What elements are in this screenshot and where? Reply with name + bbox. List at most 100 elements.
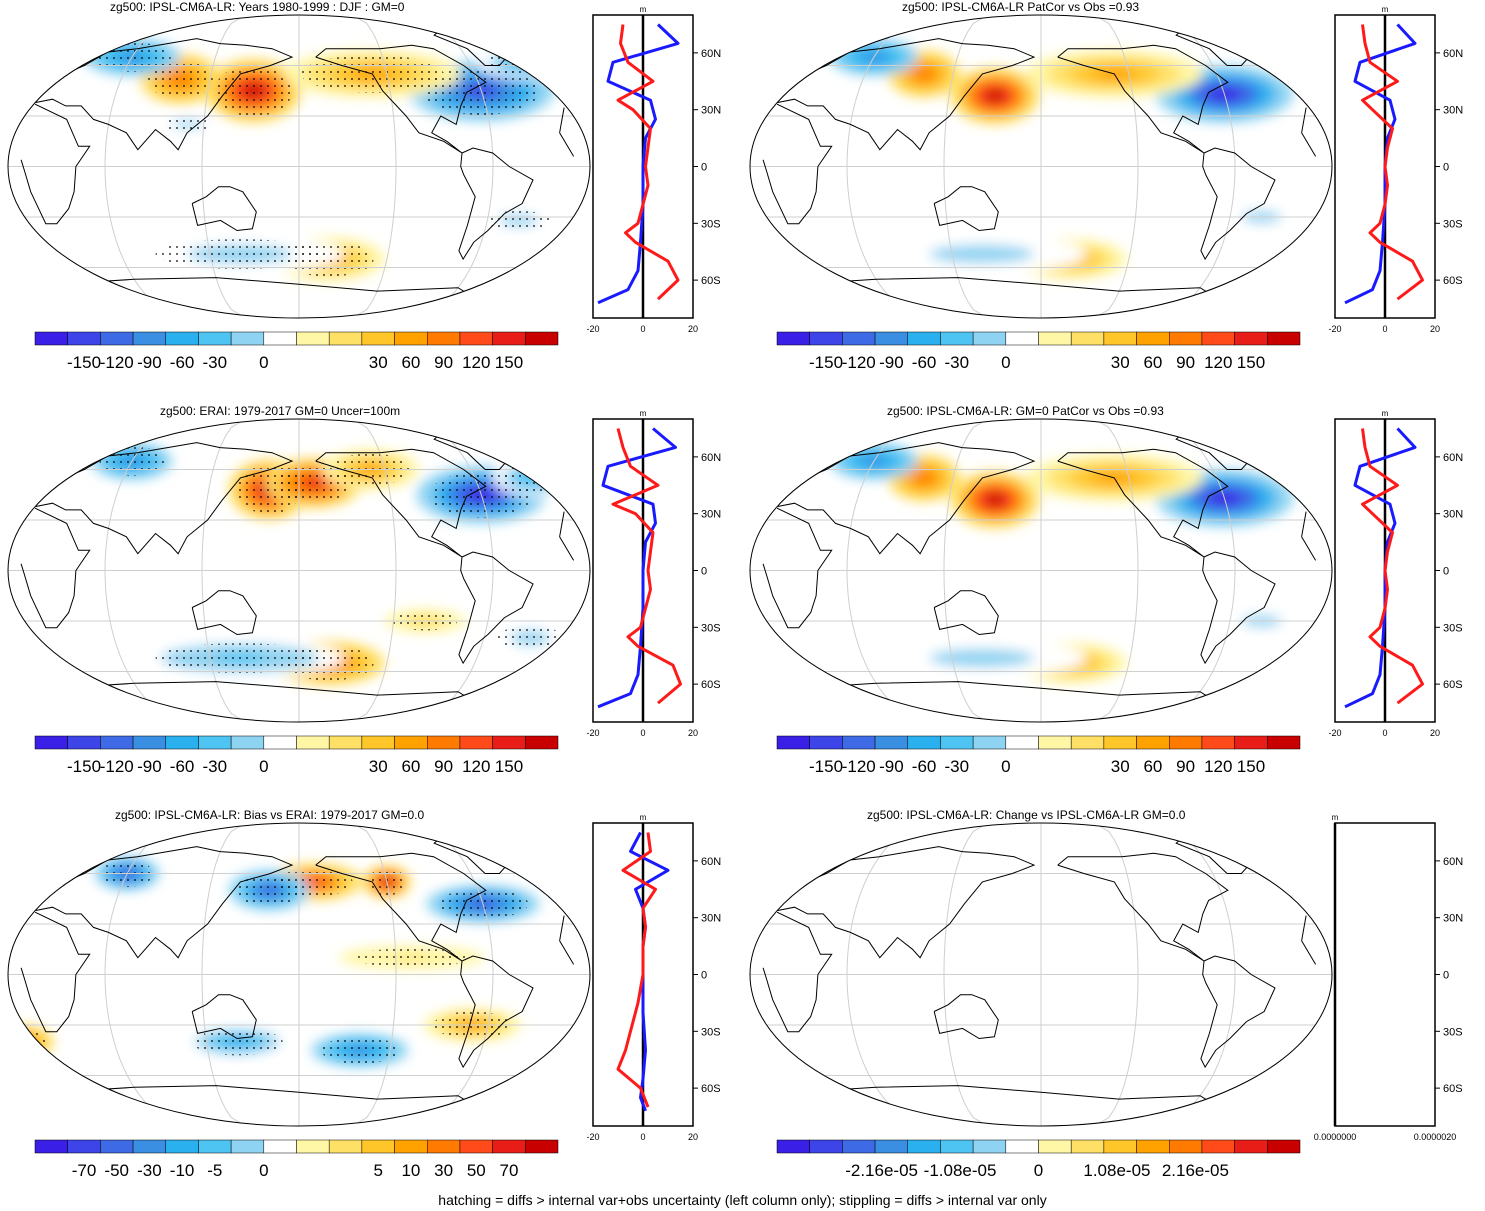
colorbar-swatch bbox=[907, 735, 941, 750]
colorbar-swatch bbox=[230, 1139, 265, 1154]
stipple-region bbox=[155, 643, 324, 673]
graticule-meridian bbox=[943, 823, 988, 1126]
colorbar-label: -60 bbox=[912, 353, 937, 372]
colorbar-label: 150 bbox=[495, 757, 523, 776]
colorbar-swatch bbox=[776, 331, 810, 346]
graticule-meridian bbox=[104, 15, 193, 318]
map-border bbox=[7, 14, 591, 319]
colorbar-swatch bbox=[67, 1139, 101, 1154]
colorbar-swatch bbox=[459, 735, 493, 750]
colorbar-swatch bbox=[1267, 735, 1301, 750]
stipple-region bbox=[155, 239, 324, 269]
colorbar-label: 150 bbox=[1237, 757, 1265, 776]
graticule-meridian bbox=[846, 419, 935, 722]
colorbar-swatch bbox=[427, 735, 461, 750]
colorbar-swatch bbox=[1103, 331, 1137, 346]
colorbar-swatch bbox=[132, 331, 166, 346]
profile-blue-line bbox=[1344, 427, 1417, 709]
profile-lat-label: 0 bbox=[701, 970, 707, 982]
colorbar-swatch bbox=[842, 331, 876, 346]
graticule-meridian bbox=[1147, 823, 1236, 1126]
panel-figure: m 60N 30N 0 30S 60S -20 0 20 -150-120 -90 -60 -30 0 30… bbox=[7, 5, 721, 372]
map-field bbox=[8, 15, 590, 318]
profile-x-label: -20 bbox=[586, 728, 599, 738]
colorbar-swatch bbox=[1201, 1139, 1235, 1154]
stipple-region bbox=[486, 210, 552, 230]
anomaly-contour bbox=[983, 492, 1007, 507]
colorbar-swatch bbox=[874, 331, 908, 346]
coastline bbox=[762, 911, 1317, 1033]
colorbar-swatch bbox=[459, 1139, 493, 1154]
profile-x-label: 20 bbox=[688, 1132, 698, 1142]
stipple-region bbox=[501, 463, 566, 493]
profile-lat-label: 60S bbox=[701, 1083, 721, 1095]
colorbar-swatch bbox=[1136, 1139, 1170, 1154]
coastline bbox=[315, 44, 487, 154]
colorbar-label: -2.16e-05 bbox=[845, 1161, 918, 1180]
colorbar-label: 0 bbox=[1034, 1161, 1043, 1180]
colorbar-swatch bbox=[525, 735, 559, 750]
panel-title: zg500: IPSL-CM6A-LR PatCor vs Obs =0.93 bbox=[902, 0, 1140, 14]
coastlines bbox=[20, 835, 575, 1107]
anomaly-contour bbox=[955, 249, 1008, 259]
map-field bbox=[750, 15, 1332, 318]
graticule-meridian bbox=[846, 823, 935, 1126]
colorbar-swatch bbox=[1267, 1139, 1301, 1154]
colorbar-swatch bbox=[1169, 331, 1203, 346]
colorbar-label: -120 bbox=[100, 757, 134, 776]
colorbar-swatch bbox=[525, 331, 559, 346]
colorbar-swatch bbox=[165, 1139, 199, 1154]
profile-red-line bbox=[1361, 24, 1424, 301]
colorbar-label: 70 bbox=[500, 1161, 519, 1180]
colorbar-label: 10 bbox=[401, 1161, 420, 1180]
colorbar-swatch bbox=[67, 735, 101, 750]
colorbar-swatch bbox=[907, 1139, 941, 1154]
colorbar-swatch bbox=[809, 1139, 843, 1154]
graticule-meridian bbox=[405, 15, 494, 318]
profile-frame bbox=[1334, 822, 1436, 1127]
profile-unit: m bbox=[640, 5, 647, 14]
profile-x-label: -20 bbox=[586, 324, 599, 334]
colorbar-swatch bbox=[34, 331, 68, 346]
colorbar-swatch bbox=[427, 331, 461, 346]
colorbar-swatch bbox=[809, 735, 843, 750]
panel-1: zg500: IPSL-CM6A-LR: Years 1980-1999 : D… bbox=[0, 0, 742, 403]
profile-x-label: 0 bbox=[1382, 728, 1387, 738]
colorbar-label: 90 bbox=[1176, 353, 1195, 372]
profile-lat-label: 30S bbox=[1443, 218, 1463, 230]
colorbar-swatch bbox=[198, 331, 232, 346]
colorbar-swatch bbox=[940, 1139, 974, 1154]
profile-unit: m bbox=[640, 409, 647, 418]
stipple-region bbox=[353, 948, 471, 968]
profile-lat-label: 30N bbox=[1443, 105, 1463, 117]
coastline bbox=[191, 590, 257, 636]
graticule bbox=[750, 419, 1332, 722]
profile-red-line bbox=[1361, 428, 1424, 705]
colorbar-swatch bbox=[100, 735, 134, 750]
profile-x-label: 20 bbox=[1430, 728, 1440, 738]
colorbar-swatch bbox=[394, 1139, 428, 1154]
colorbar-label: 0 bbox=[259, 757, 268, 776]
anomaly-contour bbox=[983, 88, 1007, 103]
profile-x-label: 0.0000000 bbox=[1314, 1132, 1357, 1142]
anomaly-contour bbox=[13, 1037, 30, 1047]
colorbar-swatch bbox=[263, 735, 297, 750]
colorbar-swatch bbox=[940, 331, 974, 346]
colorbar-label: 60 bbox=[401, 757, 420, 776]
graticule-meridian bbox=[352, 15, 397, 318]
graticule-meridian bbox=[104, 823, 193, 1126]
coastline bbox=[1200, 955, 1276, 1069]
colorbar-label: -90 bbox=[879, 757, 904, 776]
colorbar-label: 0 bbox=[1001, 353, 1010, 372]
colorbar-label: 90 bbox=[1176, 757, 1195, 776]
colorbar-swatch bbox=[132, 735, 166, 750]
map-field bbox=[750, 419, 1332, 722]
graticule-meridian bbox=[943, 419, 988, 722]
colorbar-label: 90 bbox=[434, 353, 453, 372]
colorbar-label: -10 bbox=[170, 1161, 195, 1180]
colorbar-swatch bbox=[263, 1139, 297, 1154]
coastlines bbox=[20, 27, 575, 299]
colorbar-swatch bbox=[809, 331, 843, 346]
colorbar-swatch bbox=[198, 1139, 232, 1154]
profile-unit: m bbox=[1382, 409, 1389, 418]
